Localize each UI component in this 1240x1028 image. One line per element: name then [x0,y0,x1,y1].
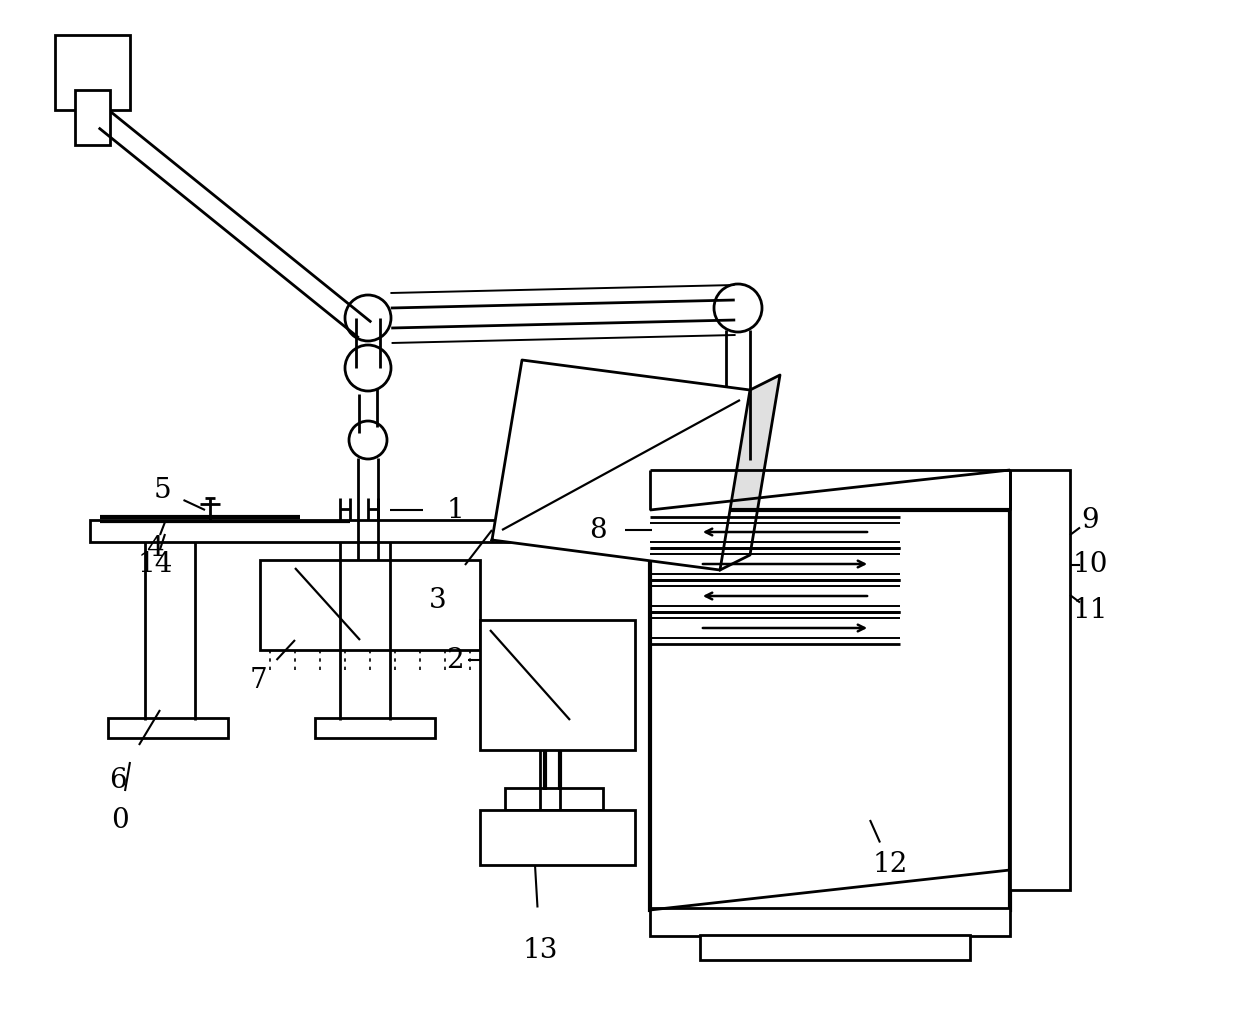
Text: 5: 5 [154,477,171,504]
Bar [650,908,1011,937]
Circle shape [345,295,391,341]
Bar [315,718,435,738]
Bar [74,90,110,145]
Text: 3: 3 [429,587,446,614]
Polygon shape [492,360,750,570]
Bar [650,510,1011,910]
Bar [701,935,970,960]
Text: 1: 1 [446,497,464,523]
Text: 11: 11 [1073,596,1107,624]
Text: 0: 0 [112,807,129,834]
Bar [91,520,520,542]
Circle shape [348,421,387,458]
Text: 10: 10 [1073,551,1107,579]
Bar [55,35,130,110]
Polygon shape [720,375,780,570]
Bar [480,620,635,750]
Bar [505,788,603,810]
Text: 9: 9 [1081,507,1099,534]
Text: 6: 6 [109,767,126,794]
Circle shape [714,284,763,332]
Bar [260,560,480,650]
Bar [480,810,635,865]
Bar [108,718,228,738]
Bar [1011,470,1070,890]
Circle shape [345,345,391,391]
Text: 7: 7 [249,666,267,694]
Text: 14: 14 [138,551,172,579]
Text: 8: 8 [589,516,606,544]
Text: 2: 2 [446,647,464,673]
Text: 12: 12 [872,851,908,879]
Text: 4: 4 [146,535,164,561]
Text: 13: 13 [522,937,558,963]
